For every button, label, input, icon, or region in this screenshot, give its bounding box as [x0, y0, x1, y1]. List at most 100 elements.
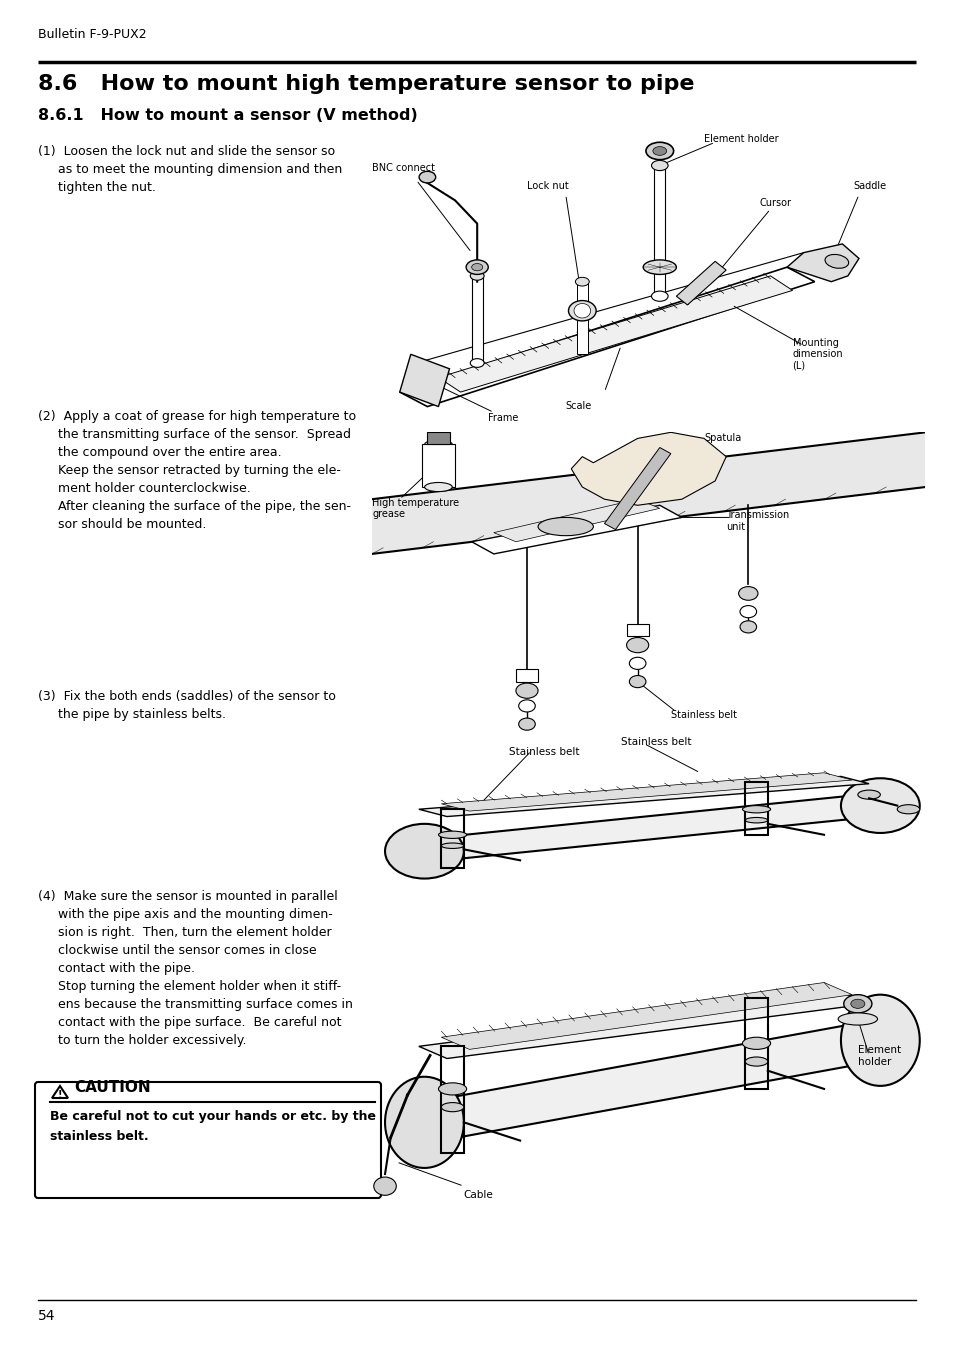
Text: Be careful not to cut your hands or etc. by the: Be careful not to cut your hands or etc.… [50, 1111, 375, 1123]
FancyBboxPatch shape [35, 1082, 380, 1198]
Text: with the pipe axis and the mounting dimen-: with the pipe axis and the mounting dime… [38, 908, 333, 921]
Text: Lock nut: Lock nut [526, 181, 568, 190]
Text: BNC connect: BNC connect [372, 163, 435, 173]
Ellipse shape [424, 482, 452, 492]
Text: Cursor: Cursor [759, 199, 791, 208]
Polygon shape [407, 792, 896, 865]
Ellipse shape [629, 676, 645, 688]
Text: Element holder: Element holder [703, 134, 778, 145]
Text: stainless belt.: stainless belt. [50, 1129, 149, 1143]
Ellipse shape [424, 440, 452, 449]
Text: to turn the holder excessively.: to turn the holder excessively. [38, 1034, 246, 1047]
Ellipse shape [642, 259, 676, 274]
Polygon shape [399, 267, 814, 407]
Text: sion is right.  Then, turn the element holder: sion is right. Then, turn the element ho… [38, 925, 332, 939]
Polygon shape [421, 444, 455, 488]
Ellipse shape [738, 586, 758, 600]
Ellipse shape [574, 304, 590, 317]
Polygon shape [407, 1016, 896, 1147]
Ellipse shape [418, 172, 436, 182]
Ellipse shape [568, 300, 596, 322]
Polygon shape [441, 773, 851, 811]
Text: Element
holder: Element holder [857, 1044, 900, 1066]
Text: (3)  Fix the both ends (saddles) of the sensor to: (3) Fix the both ends (saddles) of the s… [38, 690, 335, 703]
Text: After cleaning the surface of the pipe, the sen-: After cleaning the surface of the pipe, … [38, 500, 351, 513]
Ellipse shape [740, 605, 756, 617]
Ellipse shape [741, 1038, 770, 1050]
Text: 8.6   How to mount high temperature sensor to pipe: 8.6 How to mount high temperature sensor… [38, 74, 694, 95]
Polygon shape [786, 245, 858, 282]
Ellipse shape [516, 684, 537, 698]
Text: the transmitting surface of the sensor.  Spread: the transmitting surface of the sensor. … [38, 428, 351, 440]
Ellipse shape [626, 638, 648, 653]
Polygon shape [577, 282, 587, 354]
Ellipse shape [374, 1177, 395, 1196]
Text: 8.6.1   How to mount a sensor (V method): 8.6.1 How to mount a sensor (V method) [38, 108, 417, 123]
Text: Saddle: Saddle [853, 181, 885, 190]
Polygon shape [438, 276, 792, 392]
Polygon shape [399, 354, 449, 407]
Text: High temperature
grease: High temperature grease [372, 497, 458, 519]
Ellipse shape [575, 277, 589, 286]
Ellipse shape [441, 1102, 463, 1112]
Ellipse shape [470, 358, 483, 367]
Ellipse shape [850, 1000, 864, 1008]
Ellipse shape [840, 778, 919, 834]
Text: clockwise until the sensor comes in close: clockwise until the sensor comes in clos… [38, 944, 316, 957]
Text: !: ! [58, 1090, 62, 1100]
Ellipse shape [740, 620, 756, 632]
Ellipse shape [896, 805, 919, 813]
Text: Transmission
unit: Transmission unit [725, 509, 788, 531]
Polygon shape [604, 447, 670, 530]
Polygon shape [676, 261, 725, 305]
Ellipse shape [470, 272, 483, 280]
Text: as to meet the mounting dimension and then: as to meet the mounting dimension and th… [38, 163, 342, 176]
Text: Stainless belt: Stainless belt [620, 738, 691, 747]
Ellipse shape [438, 1084, 466, 1094]
Ellipse shape [651, 290, 667, 301]
Polygon shape [494, 499, 659, 542]
Text: (4)  Make sure the sensor is mounted in parallel: (4) Make sure the sensor is mounted in p… [38, 890, 337, 902]
Ellipse shape [838, 1013, 877, 1025]
Ellipse shape [518, 719, 535, 730]
Ellipse shape [385, 1077, 463, 1167]
Text: 54: 54 [38, 1309, 55, 1323]
Text: Keep the sensor retracted by turning the ele-: Keep the sensor retracted by turning the… [38, 463, 340, 477]
Ellipse shape [466, 259, 488, 274]
Text: sor should be mounted.: sor should be mounted. [38, 517, 206, 531]
Ellipse shape [741, 805, 770, 813]
Ellipse shape [651, 161, 667, 170]
Text: Stop turning the element holder when it stiff-: Stop turning the element holder when it … [38, 979, 341, 993]
Ellipse shape [824, 254, 848, 269]
Polygon shape [516, 669, 537, 681]
Text: Scale: Scale [565, 401, 592, 412]
Polygon shape [441, 982, 851, 1050]
Ellipse shape [518, 700, 535, 712]
Polygon shape [427, 432, 449, 444]
Polygon shape [471, 505, 681, 554]
Text: Mounting
dimension
(L): Mounting dimension (L) [792, 338, 842, 370]
Ellipse shape [652, 147, 666, 155]
Ellipse shape [744, 817, 767, 823]
Text: Stainless belt: Stainless belt [508, 747, 578, 757]
Polygon shape [471, 276, 482, 363]
Ellipse shape [744, 1056, 767, 1066]
Text: (1)  Loosen the lock nut and slide the sensor so: (1) Loosen the lock nut and slide the se… [38, 145, 335, 158]
Polygon shape [418, 777, 868, 816]
Text: Cable: Cable [463, 1190, 493, 1200]
Polygon shape [626, 624, 648, 636]
Ellipse shape [471, 263, 482, 270]
Text: Spatula: Spatula [703, 434, 740, 443]
Text: the compound over the entire area.: the compound over the entire area. [38, 446, 281, 459]
Text: Stainless belt: Stainless belt [670, 711, 736, 720]
Ellipse shape [438, 831, 466, 839]
Text: (2)  Apply a coat of grease for high temperature to: (2) Apply a coat of grease for high temp… [38, 409, 355, 423]
Ellipse shape [537, 517, 593, 535]
Polygon shape [372, 432, 924, 554]
Text: contact with the pipe.: contact with the pipe. [38, 962, 194, 975]
Text: ens because the transmitting surface comes in: ens because the transmitting surface com… [38, 998, 353, 1011]
Ellipse shape [840, 994, 919, 1086]
Ellipse shape [629, 657, 645, 669]
Text: Bulletin F-9-PUX2: Bulletin F-9-PUX2 [38, 28, 147, 41]
Text: Frame: Frame [488, 413, 518, 423]
